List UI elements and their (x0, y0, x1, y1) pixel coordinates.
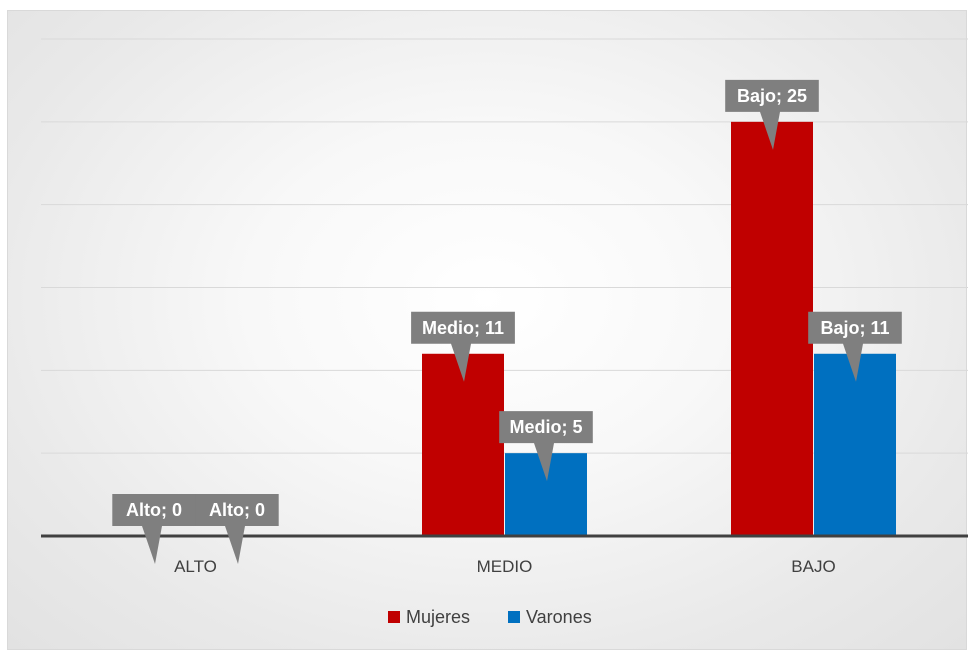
legend-swatch-varones (508, 611, 520, 623)
data-label-varones-alto: Alto; 0 (195, 494, 279, 564)
legend-label-mujeres: Mujeres (406, 607, 470, 627)
legend-item-mujeres: Mujeres (388, 607, 470, 627)
data-label-text: Alto; 0 (126, 500, 182, 520)
data-labels: Alto; 0 Alto; 0 Medio; 11 Medio; 5 Bajo;… (112, 79, 902, 564)
data-label-varones-bajo: Bajo; 11 (808, 311, 902, 382)
bars (422, 121, 896, 536)
category-label-medio: MEDIO (477, 557, 533, 576)
data-label-text: Medio; 11 (422, 318, 504, 338)
data-label-text: Alto; 0 (209, 500, 265, 520)
legend-swatch-mujeres (388, 611, 400, 623)
chart-area: ALTO MEDIO BAJO Alto; 0 Alto; 0 Medio; 1… (7, 10, 968, 650)
legend-label-varones: Varones (526, 607, 592, 627)
data-label-text: Medio; 5 (509, 417, 582, 437)
category-label-alto: ALTO (174, 557, 217, 576)
gridlines (41, 38, 968, 454)
data-label-text: Bajo; 11 (820, 318, 889, 338)
bar-varones-bajo (814, 353, 896, 536)
data-label-mujeres-bajo: Bajo; 25 (725, 79, 819, 150)
bar-mujeres-medio (422, 353, 504, 536)
legend: Mujeres Varones (388, 607, 592, 627)
data-label-varones-medio: Medio; 5 (499, 411, 593, 482)
category-label-bajo: BAJO (791, 557, 835, 576)
bar-chart: ALTO MEDIO BAJO Alto; 0 Alto; 0 Medio; 1… (41, 38, 968, 627)
data-label-mujeres-medio: Medio; 11 (411, 311, 515, 382)
data-label-text: Bajo; 25 (737, 86, 807, 106)
bar-mujeres-bajo (731, 121, 813, 536)
legend-item-varones: Varones (508, 607, 592, 627)
data-label-mujeres-alto: Alto; 0 (112, 494, 196, 564)
category-labels: ALTO MEDIO BAJO (174, 557, 836, 576)
